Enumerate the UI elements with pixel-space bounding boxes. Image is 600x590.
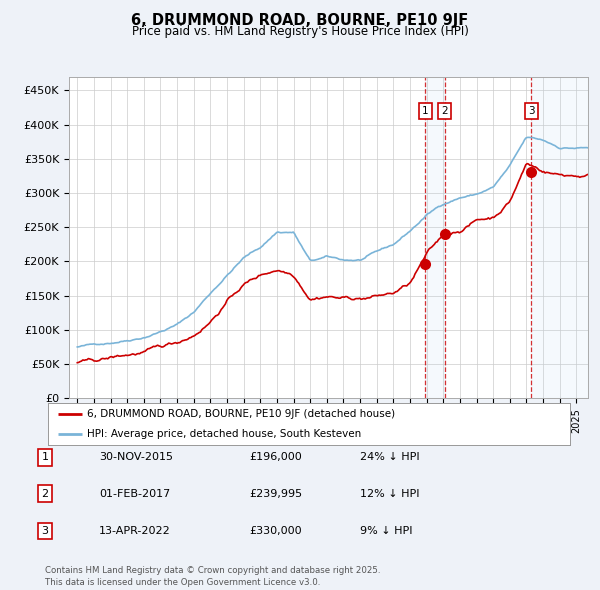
Bar [531,77,588,398]
Text: 3: 3 [528,106,535,116]
Text: HPI: Average price, detached house, South Kesteven: HPI: Average price, detached house, Sout… [87,429,361,439]
Text: 6, DRUMMOND ROAD, BOURNE, PE10 9JF (detached house): 6, DRUMMOND ROAD, BOURNE, PE10 9JF (deta… [87,409,395,419]
Text: 24% ↓ HPI: 24% ↓ HPI [360,453,419,462]
Text: 3: 3 [41,526,49,536]
Text: 2: 2 [41,489,49,499]
Text: 9% ↓ HPI: 9% ↓ HPI [360,526,413,536]
Text: Contains HM Land Registry data © Crown copyright and database right 2025.
This d: Contains HM Land Registry data © Crown c… [45,566,380,587]
Bar [425,77,445,398]
Text: 6, DRUMMOND ROAD, BOURNE, PE10 9JF: 6, DRUMMOND ROAD, BOURNE, PE10 9JF [131,13,469,28]
Text: 12% ↓ HPI: 12% ↓ HPI [360,489,419,499]
Text: 1: 1 [422,106,428,116]
Text: 30-NOV-2015: 30-NOV-2015 [99,453,173,462]
Text: £239,995: £239,995 [249,489,302,499]
Text: £196,000: £196,000 [249,453,302,462]
Text: Price paid vs. HM Land Registry's House Price Index (HPI): Price paid vs. HM Land Registry's House … [131,25,469,38]
Text: 1: 1 [41,453,49,462]
Text: £330,000: £330,000 [249,526,302,536]
Text: 2: 2 [441,106,448,116]
Text: 13-APR-2022: 13-APR-2022 [99,526,171,536]
Text: 01-FEB-2017: 01-FEB-2017 [99,489,170,499]
